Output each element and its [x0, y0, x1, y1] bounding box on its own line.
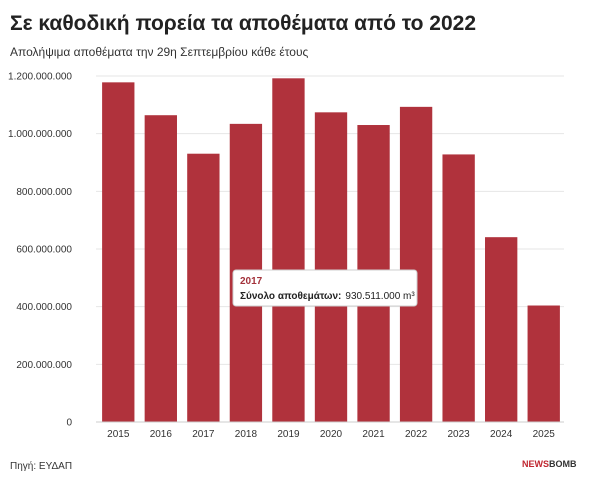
- x-tick-label: 2019: [277, 429, 300, 440]
- chart-title: Σε καθοδική πορεία τα αποθέματα από το 2…: [10, 12, 476, 35]
- bar-2020[interactable]: [314, 112, 348, 422]
- brand-logo-part2: BOMB: [549, 459, 577, 469]
- x-tick-label: 2017: [192, 429, 215, 440]
- y-tick-label: 1.200.000.000: [8, 72, 72, 83]
- tooltip-body: Σύνολο αποθεμάτων: 930.511.000 m³: [240, 291, 415, 302]
- y-axis-ticks: 0 200.000.000 400.000.000 600.000.000 800.00…: [8, 72, 72, 429]
- bar-2024[interactable]: [485, 237, 518, 422]
- x-tick-label: 2023: [448, 429, 471, 440]
- x-tick-label: 2015: [107, 429, 130, 440]
- tooltip: 2017 Σύνολο αποθεμάτων: 930.511.000 m³: [232, 269, 418, 307]
- tooltip-box: [232, 269, 418, 307]
- x-tick-label: 2021: [362, 429, 385, 440]
- bar-2025[interactable]: [527, 305, 560, 422]
- x-tick-label: 2024: [490, 429, 513, 440]
- bar-2022[interactable]: [399, 106, 433, 422]
- y-tick-label: 1.000.000.000: [8, 129, 72, 140]
- y-tick-label: 400.000.000: [16, 302, 72, 313]
- y-tick-label: 0: [66, 418, 72, 429]
- bar-2016[interactable]: [144, 115, 177, 423]
- bar-2017[interactable]: [187, 153, 220, 422]
- bars: [102, 78, 560, 423]
- source-note: Πηγή: ΕΥΔΑΠ: [10, 460, 72, 472]
- y-tick-label: 600.000.000: [16, 245, 72, 256]
- x-tick-label: 2020: [320, 429, 343, 440]
- x-tick-label: 2018: [235, 429, 258, 440]
- brand-logo: NEWSBOMB: [522, 459, 577, 469]
- tooltip-value: 930.511.000 m³: [345, 291, 415, 302]
- bar-2015[interactable]: [102, 82, 135, 423]
- bar-2019[interactable]: [272, 78, 305, 422]
- tooltip-title: 2017: [240, 276, 263, 287]
- x-tick-label: 2022: [405, 429, 428, 440]
- brand-logo-part1: NEWS: [522, 459, 549, 469]
- bar-2023[interactable]: [442, 154, 475, 422]
- x-tick-label: 2025: [533, 429, 556, 440]
- y-tick-label: 800.000.000: [16, 187, 72, 198]
- x-tick-label: 2016: [150, 429, 173, 440]
- x-axis-ticks: 2015 2016 2017 2018 2019 2020 2021 2022 2023 2024…: [107, 429, 555, 440]
- chart-subtitle: Απολήψιμα αποθέματα την 29η Σεπτεμβρίου …: [10, 45, 309, 59]
- tooltip-label: Σύνολο αποθεμάτων:: [240, 291, 341, 302]
- y-tick-label: 200.000.000: [16, 360, 72, 371]
